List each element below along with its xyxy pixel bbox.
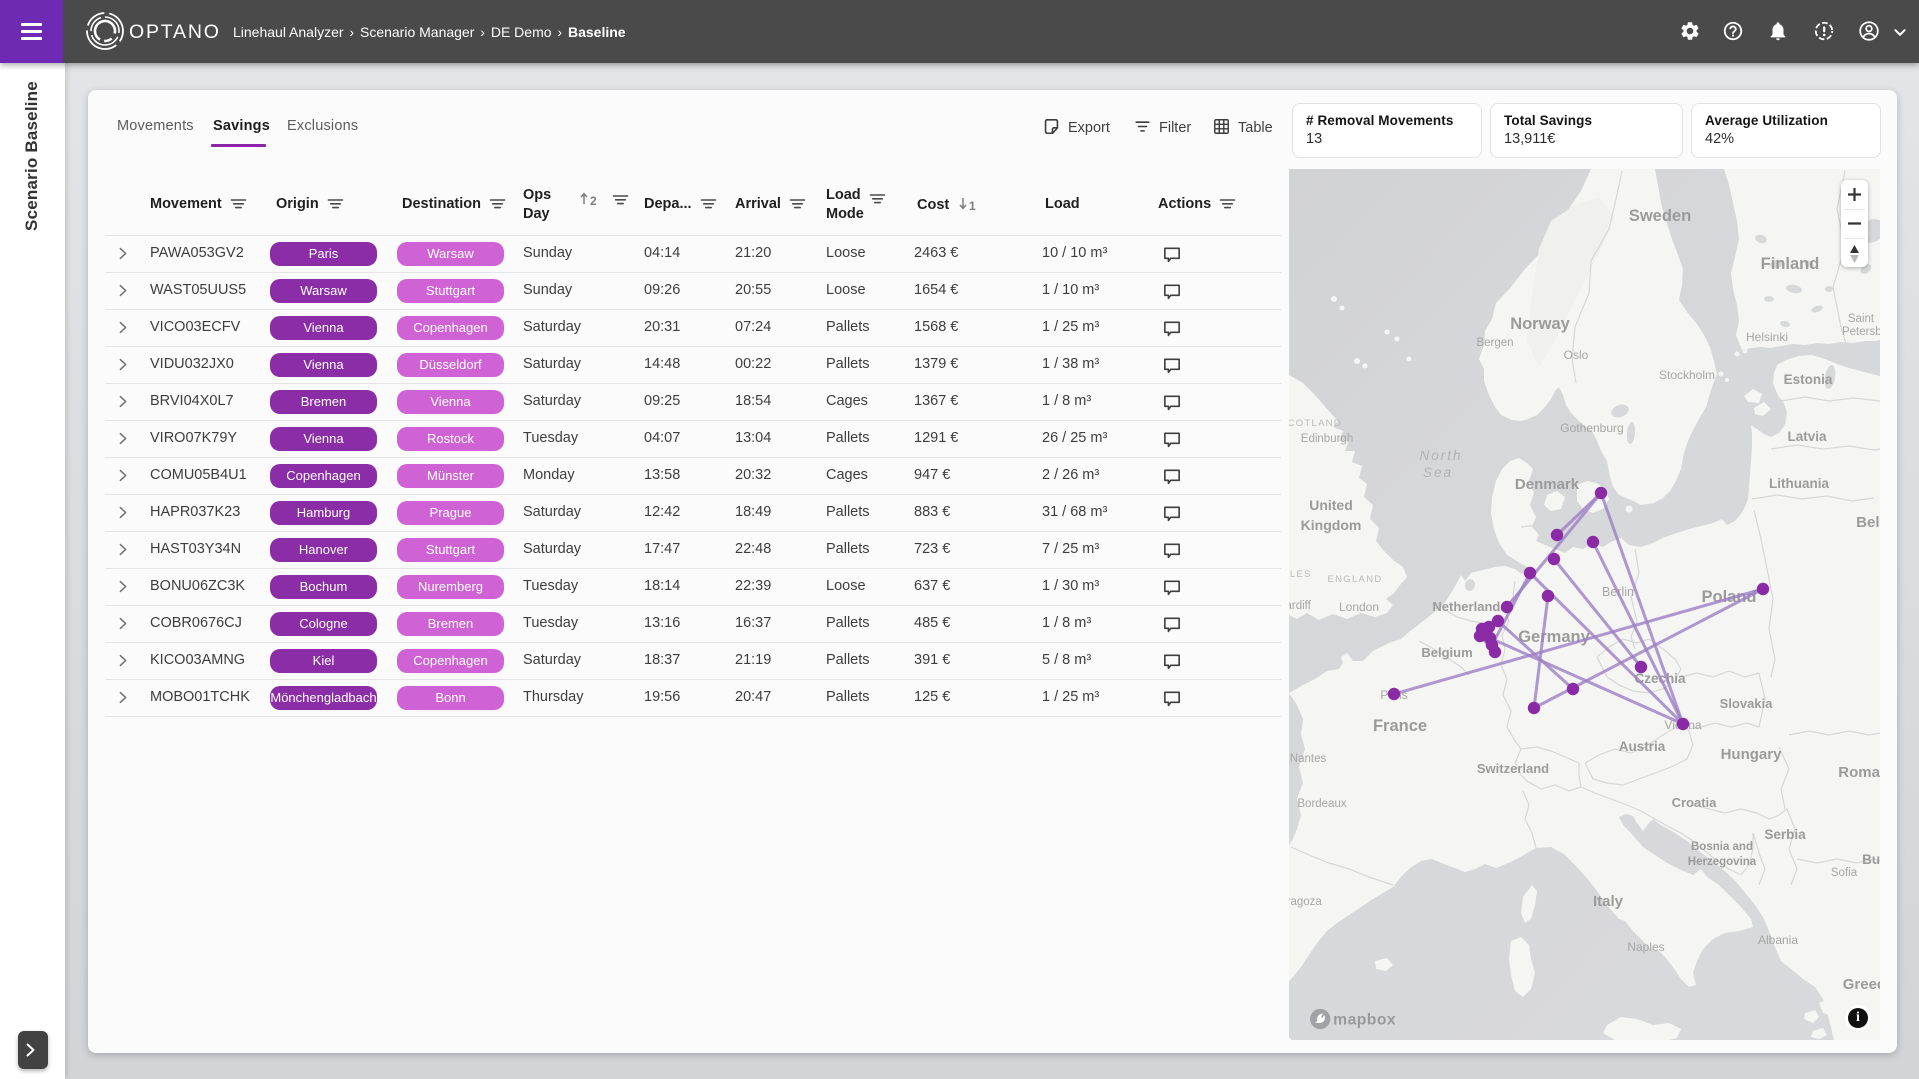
svg-text:Bosnia and: Bosnia and <box>1691 841 1753 853</box>
svg-text:Germany: Germany <box>1518 628 1590 646</box>
svg-text:Sofia: Sofia <box>1831 867 1858 879</box>
svg-text:Cardiff: Cardiff <box>1289 600 1312 612</box>
svg-text:Nantes: Nantes <box>1290 753 1327 765</box>
svg-text:Netherlands: Netherlands <box>1432 599 1507 614</box>
svg-text:Hungary: Hungary <box>1721 746 1783 763</box>
svg-text:Norway: Norway <box>1510 315 1570 333</box>
svg-text:France: France <box>1373 717 1427 735</box>
svg-text:aragoza: aragoza <box>1289 896 1322 908</box>
svg-text:Belgium: Belgium <box>1421 645 1472 660</box>
svg-text:Albania: Albania <box>1758 933 1798 947</box>
svg-text:Sweden: Sweden <box>1629 207 1691 225</box>
svg-text:SCOTLAND: SCOTLAND <box>1289 418 1342 429</box>
svg-text:Naples: Naples <box>1627 940 1664 954</box>
svg-text:Italy: Italy <box>1593 893 1624 910</box>
svg-text:ENGLAND: ENGLAND <box>1327 574 1382 585</box>
svg-text:Bergen: Bergen <box>1476 337 1513 349</box>
svg-text:United: United <box>1309 497 1353 513</box>
svg-text:London: London <box>1339 600 1379 614</box>
svg-text:Saint: Saint <box>1848 313 1875 325</box>
svg-text:Bela: Bela <box>1856 514 1880 531</box>
svg-text:Kingdom: Kingdom <box>1301 517 1362 533</box>
svg-text:Bordeaux: Bordeaux <box>1297 798 1346 810</box>
svg-text:Oslo: Oslo <box>1564 348 1589 362</box>
svg-text:Switzerland: Switzerland <box>1477 761 1549 776</box>
svg-text:Helsinki: Helsinki <box>1746 330 1788 344</box>
svg-text:Estonia: Estonia <box>1784 372 1833 387</box>
svg-text:Croatia: Croatia <box>1672 795 1718 810</box>
svg-text:Petersbu: Petersbu <box>1842 326 1880 338</box>
svg-text:Austria: Austria <box>1619 739 1666 754</box>
svg-text:Serbia: Serbia <box>1764 827 1806 842</box>
svg-text:Romar: Romar <box>1838 764 1880 781</box>
svg-text:Bul: Bul <box>1862 852 1880 867</box>
svg-text:Slovakia: Slovakia <box>1720 696 1774 711</box>
svg-text:1: 1 <box>969 199 976 212</box>
svg-text:mapbox: mapbox <box>1333 1012 1396 1029</box>
svg-text:Finland: Finland <box>1761 255 1820 273</box>
svg-text:Latvia: Latvia <box>1787 429 1827 444</box>
svg-text:Lithuania: Lithuania <box>1769 476 1829 491</box>
svg-text:Sea: Sea <box>1423 465 1453 480</box>
svg-text:Herzegovina: Herzegovina <box>1688 856 1757 868</box>
svg-text:Gothenburg: Gothenburg <box>1560 421 1623 435</box>
svg-text:Denmark: Denmark <box>1515 476 1580 493</box>
svg-text:Edinburgh: Edinburgh <box>1301 433 1353 445</box>
svg-text:Greec: Greec <box>1843 976 1880 993</box>
svg-text:ALES: ALES <box>1289 569 1312 580</box>
svg-text:Stockholm: Stockholm <box>1659 368 1715 382</box>
svg-text:2: 2 <box>590 194 597 207</box>
svg-text:North: North <box>1419 448 1462 463</box>
